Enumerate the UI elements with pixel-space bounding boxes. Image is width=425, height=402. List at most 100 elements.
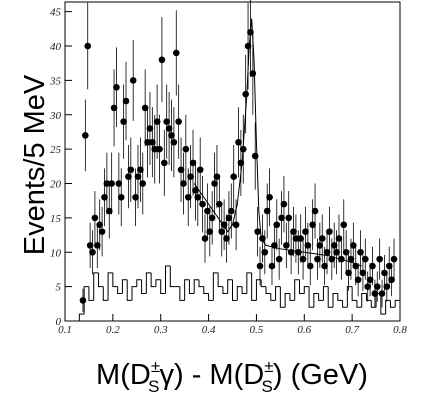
- data-point: [115, 180, 123, 187]
- histogram-bin: [346, 286, 353, 308]
- x-label-sub: S: [262, 377, 273, 396]
- x-tick-label: 0.6: [297, 324, 311, 336]
- data-point: [316, 242, 324, 249]
- data-point: [84, 42, 92, 50]
- data-point: [134, 173, 142, 180]
- data-point: [180, 180, 187, 187]
- data-point: [366, 276, 374, 284]
- data-point: [323, 248, 331, 256]
- data-point: [390, 255, 398, 263]
- plot-frame: [64, 1, 401, 322]
- data-point: [127, 166, 135, 174]
- data-point: [354, 276, 362, 284]
- data-point: [280, 200, 288, 208]
- data-point: [244, 42, 252, 50]
- histogram-bin: [394, 299, 401, 321]
- histogram-bin: [313, 293, 319, 308]
- data-point: [129, 77, 137, 84]
- x-tick-label: 0.5: [250, 324, 264, 336]
- data-point: [218, 228, 226, 235]
- data-point: [151, 145, 159, 153]
- histogram-bin: [165, 265, 171, 294]
- data-point: [306, 262, 314, 270]
- data-point: [292, 235, 300, 242]
- data-point: [376, 255, 383, 263]
- data-point: [371, 290, 379, 297]
- histogram-bin: [380, 293, 386, 315]
- y-tick-label: 15: [50, 213, 62, 225]
- data-point: [172, 49, 180, 57]
- data-point: [330, 242, 338, 249]
- histogram-bin: [83, 286, 89, 315]
- histogram-bin: [217, 272, 223, 288]
- histogram-bin: [160, 279, 166, 294]
- histogram-bin: [131, 286, 137, 301]
- histogram-bin: [246, 272, 252, 294]
- data-point: [235, 138, 242, 146]
- data-point: [165, 125, 173, 132]
- data-point: [139, 180, 147, 187]
- histogram-bin: [270, 293, 276, 301]
- histogram-bin: [342, 300, 348, 308]
- histogram-bin: [212, 272, 219, 301]
- data-point: [364, 283, 371, 290]
- data-point: [187, 173, 194, 180]
- histogram-bin: [236, 286, 243, 301]
- data-point: [328, 255, 336, 263]
- histogram-bin: [227, 279, 233, 294]
- histogram-bin: [188, 279, 195, 294]
- data-point: [141, 104, 149, 112]
- data-point: [362, 255, 369, 263]
- data-point: [232, 221, 240, 229]
- data-point: [318, 235, 326, 242]
- x-tick-label: 0.7: [345, 324, 359, 336]
- histogram-bin: [255, 279, 262, 301]
- data-point: [225, 214, 233, 222]
- data-point: [192, 187, 199, 194]
- data-point: [211, 180, 218, 187]
- data-point: [357, 248, 364, 256]
- data-point: [196, 166, 204, 174]
- data-point: [278, 214, 285, 222]
- histogram-bin: [284, 293, 290, 308]
- histogram-bin: [289, 293, 295, 301]
- histogram-bin: [112, 272, 118, 288]
- x-tick-label: 0.1: [58, 324, 72, 336]
- data-point: [161, 159, 168, 167]
- data-point: [79, 297, 87, 304]
- data-point: [335, 235, 343, 242]
- histogram-bin: [117, 286, 123, 294]
- y-tick-label: 35: [49, 75, 62, 87]
- data-point: [326, 228, 333, 235]
- x-label-part: ) (GeV): [273, 359, 368, 391]
- data-point: [101, 193, 108, 201]
- y-tick-label: 40: [50, 41, 62, 53]
- data-point: [383, 283, 391, 290]
- data-point: [146, 125, 154, 132]
- x-tick-label: 0.4: [202, 324, 216, 336]
- data-point: [381, 269, 388, 277]
- histogram-bin: [193, 279, 199, 294]
- histogram-bin: [275, 286, 281, 301]
- data-point: [378, 290, 386, 297]
- histogram-bin: [389, 300, 396, 308]
- data-point: [216, 200, 223, 208]
- data-point: [201, 235, 209, 242]
- data-point: [373, 283, 381, 290]
- histogram-bin: [232, 279, 238, 301]
- x-label-part: M(D: [96, 359, 151, 391]
- data-point: [266, 193, 273, 201]
- x-label-sup: ±: [264, 357, 273, 376]
- data-point: [122, 97, 130, 105]
- data-point: [168, 132, 175, 139]
- data-point: [287, 248, 295, 256]
- data-point: [239, 145, 247, 153]
- data-point: [103, 180, 111, 187]
- data-point: [385, 262, 393, 270]
- x-label-part: γ) - M(D: [160, 359, 265, 391]
- data-point: [177, 166, 185, 174]
- data-point: [275, 255, 283, 263]
- y-tick-label: 25: [50, 144, 62, 156]
- histogram-bin: [107, 272, 113, 301]
- histogram-bin: [265, 286, 271, 294]
